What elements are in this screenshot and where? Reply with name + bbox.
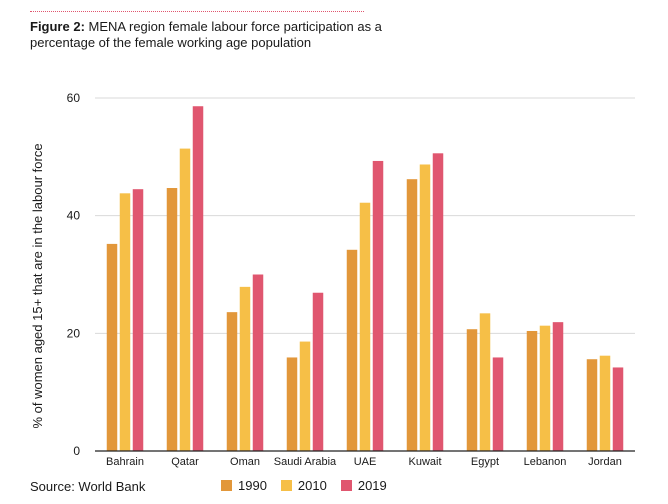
bar-egypt-2010 [479,313,491,451]
x-tick-label: Lebanon [524,456,567,468]
legend: 1990 2010 2019 [221,478,387,493]
bar-uae-2010 [359,202,371,451]
bar-lebanon-2010 [539,325,551,451]
legend-swatch-1990 [221,480,232,491]
x-tick-label: Kuwait [408,456,441,468]
legend-swatch-2019 [340,480,352,491]
bar-bahrain-1990 [106,243,118,451]
y-axis-labels: 0 20 40 60 [67,91,81,458]
bar-kuwait-2019 [432,153,444,451]
bar-lebanon-2019 [552,322,564,451]
bar-saudi-arabia-1990 [286,357,298,451]
bar-saudi-arabia-2019 [312,292,324,451]
bar-qatar-2019 [192,106,204,451]
x-tick-label: UAE [354,456,377,468]
bar-jordan-2010 [599,355,611,451]
x-axis-labels: Bahrain Qatar Oman Saudi Arabia UAE Kuwait Egy… [106,456,622,468]
bar-qatar-2010 [179,148,191,451]
bar-saudi-arabia-2010 [299,341,311,451]
legend-item-1990: 1990 [221,478,267,493]
bar-oman-2019 [252,274,264,451]
bar-jordan-2019 [612,367,624,451]
x-tick-label: Saudi Arabia [274,456,337,468]
y-tick-label: 20 [67,326,81,340]
x-tick-label: Qatar [171,456,199,468]
legend-item-2010: 2010 [280,478,327,493]
bar-jordan-1990 [586,359,598,451]
legend-label-1990: 1990 [238,478,267,493]
y-tick-label: 40 [67,209,81,223]
bar-kuwait-2010 [419,164,431,451]
x-tick-label: Oman [230,456,260,468]
x-tick-label: Egypt [471,456,499,468]
x-tick-label: Bahrain [106,456,144,468]
bar-egypt-1990 [466,329,478,451]
bar-kuwait-1990 [406,179,418,451]
bar-bahrain-2010 [119,193,131,451]
legend-item-2019: 2019 [340,478,387,493]
bar-egypt-2019 [492,357,504,451]
y-tick-label: 60 [67,91,81,105]
legend-label-2019: 2019 [357,478,387,493]
y-tick-label: 0 [73,444,80,458]
title-separator [30,11,364,12]
bars [106,106,624,452]
bar-lebanon-1990 [526,330,538,451]
figure-title-text: MENA region female labour force particip… [30,19,382,50]
bar-chart: Bahrain Qatar Oman Saudi Arabia UAE Kuwait Egy… [30,91,635,468]
bar-uae-1990 [346,249,358,451]
bar-qatar-1990 [166,188,178,451]
y-axis-title: % of women aged 15+ that are in the labo… [30,143,45,428]
x-tick-label: Jordan [588,456,622,468]
figure-title: Figure 2: MENA region female labour forc… [30,19,390,51]
figure-label: Figure 2: [30,19,85,34]
bar-oman-1990 [226,312,238,451]
legend-swatch-2010 [280,480,292,491]
bar-uae-2019 [372,160,384,451]
source-note: Source: World Bank [30,479,146,494]
bar-bahrain-2019 [132,189,144,452]
bar-oman-2010 [239,286,251,451]
legend-label-2010: 2010 [297,478,327,493]
